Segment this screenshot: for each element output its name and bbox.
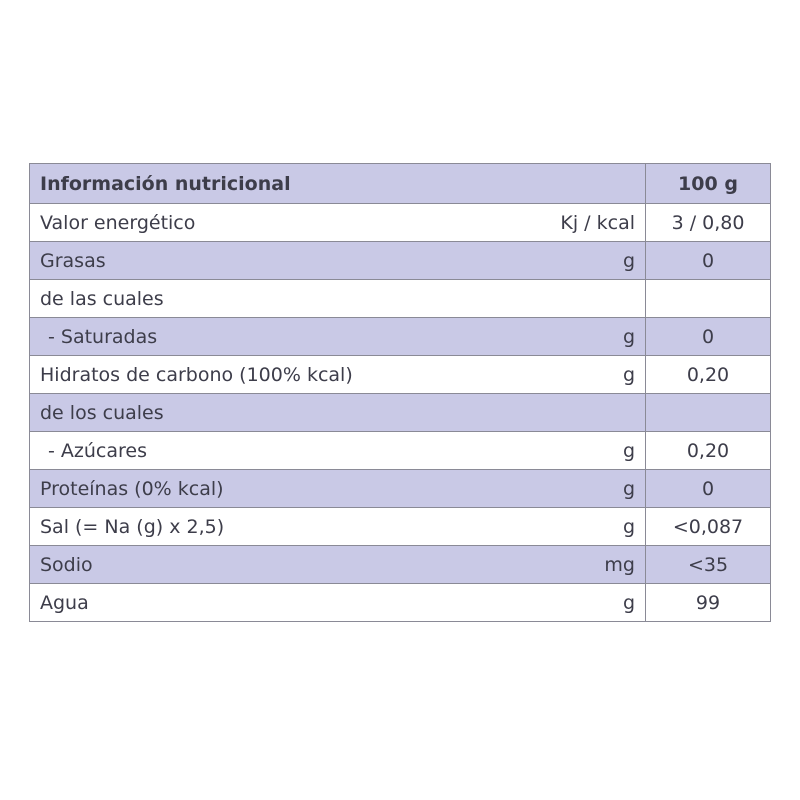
nutrient-label: Sodio <box>29 545 526 584</box>
nutrient-value: 3 / 0,80 <box>645 203 771 242</box>
table-row: de los cuales <box>29 393 771 432</box>
header-column: 100 g <box>645 163 771 204</box>
nutrient-label: Hidratos de carbono (100% kcal) <box>29 355 526 394</box>
nutrient-value: 0 <box>645 317 771 356</box>
nutrient-unit: g <box>525 317 646 356</box>
table-row: Valor energético Kj / kcal 3 / 0,80 <box>29 203 771 242</box>
nutrient-label: Grasas <box>29 241 526 280</box>
nutrient-label: - Saturadas <box>29 317 526 356</box>
table-row: Proteínas (0% kcal) g 0 <box>29 469 771 508</box>
table-row: - Saturadas g 0 <box>29 317 771 356</box>
nutrient-label: Proteínas (0% kcal) <box>29 469 526 508</box>
table-row: Hidratos de carbono (100% kcal) g 0,20 <box>29 355 771 394</box>
nutrient-value: 0 <box>645 469 771 508</box>
nutrient-unit: g <box>525 583 646 622</box>
nutrient-unit: g <box>525 507 646 546</box>
nutrient-label: Agua <box>29 583 526 622</box>
table-row: - Azúcares g 0,20 <box>29 431 771 470</box>
table-row: Sodio mg <35 <box>29 545 771 584</box>
table-row: Agua g 99 <box>29 583 771 622</box>
nutrient-unit: Kj / kcal <box>525 203 646 242</box>
nutrient-label: - Azúcares <box>29 431 526 470</box>
nutrient-label: Sal (= Na (g) x 2,5) <box>29 507 526 546</box>
table-row: Grasas g 0 <box>29 241 771 280</box>
nutrient-value <box>645 279 771 318</box>
nutrient-value: <35 <box>645 545 771 584</box>
nutrient-label: de los cuales <box>29 393 526 432</box>
nutrient-value: 0,20 <box>645 355 771 394</box>
nutrient-value: 99 <box>645 583 771 622</box>
nutrient-unit: g <box>525 469 646 508</box>
table-row: Sal (= Na (g) x 2,5) g <0,087 <box>29 507 771 546</box>
nutrient-label: Valor energético <box>29 203 526 242</box>
nutrient-value: <0,087 <box>645 507 771 546</box>
nutrition-table: Información nutricional 100 g Valor ener… <box>29 163 771 622</box>
nutrient-value: 0 <box>645 241 771 280</box>
nutrient-unit: mg <box>525 545 646 584</box>
nutrient-unit: g <box>525 431 646 470</box>
nutrient-label: de las cuales <box>29 279 526 318</box>
nutrient-value <box>645 393 771 432</box>
nutrient-unit: g <box>525 241 646 280</box>
table-row: de las cuales <box>29 279 771 318</box>
nutrient-unit: g <box>525 355 646 394</box>
nutrient-unit <box>525 279 646 318</box>
header-title: Información nutricional <box>29 163 646 204</box>
nutrient-unit <box>525 393 646 432</box>
nutrient-value: 0,20 <box>645 431 771 470</box>
header-row: Información nutricional 100 g <box>29 163 771 204</box>
